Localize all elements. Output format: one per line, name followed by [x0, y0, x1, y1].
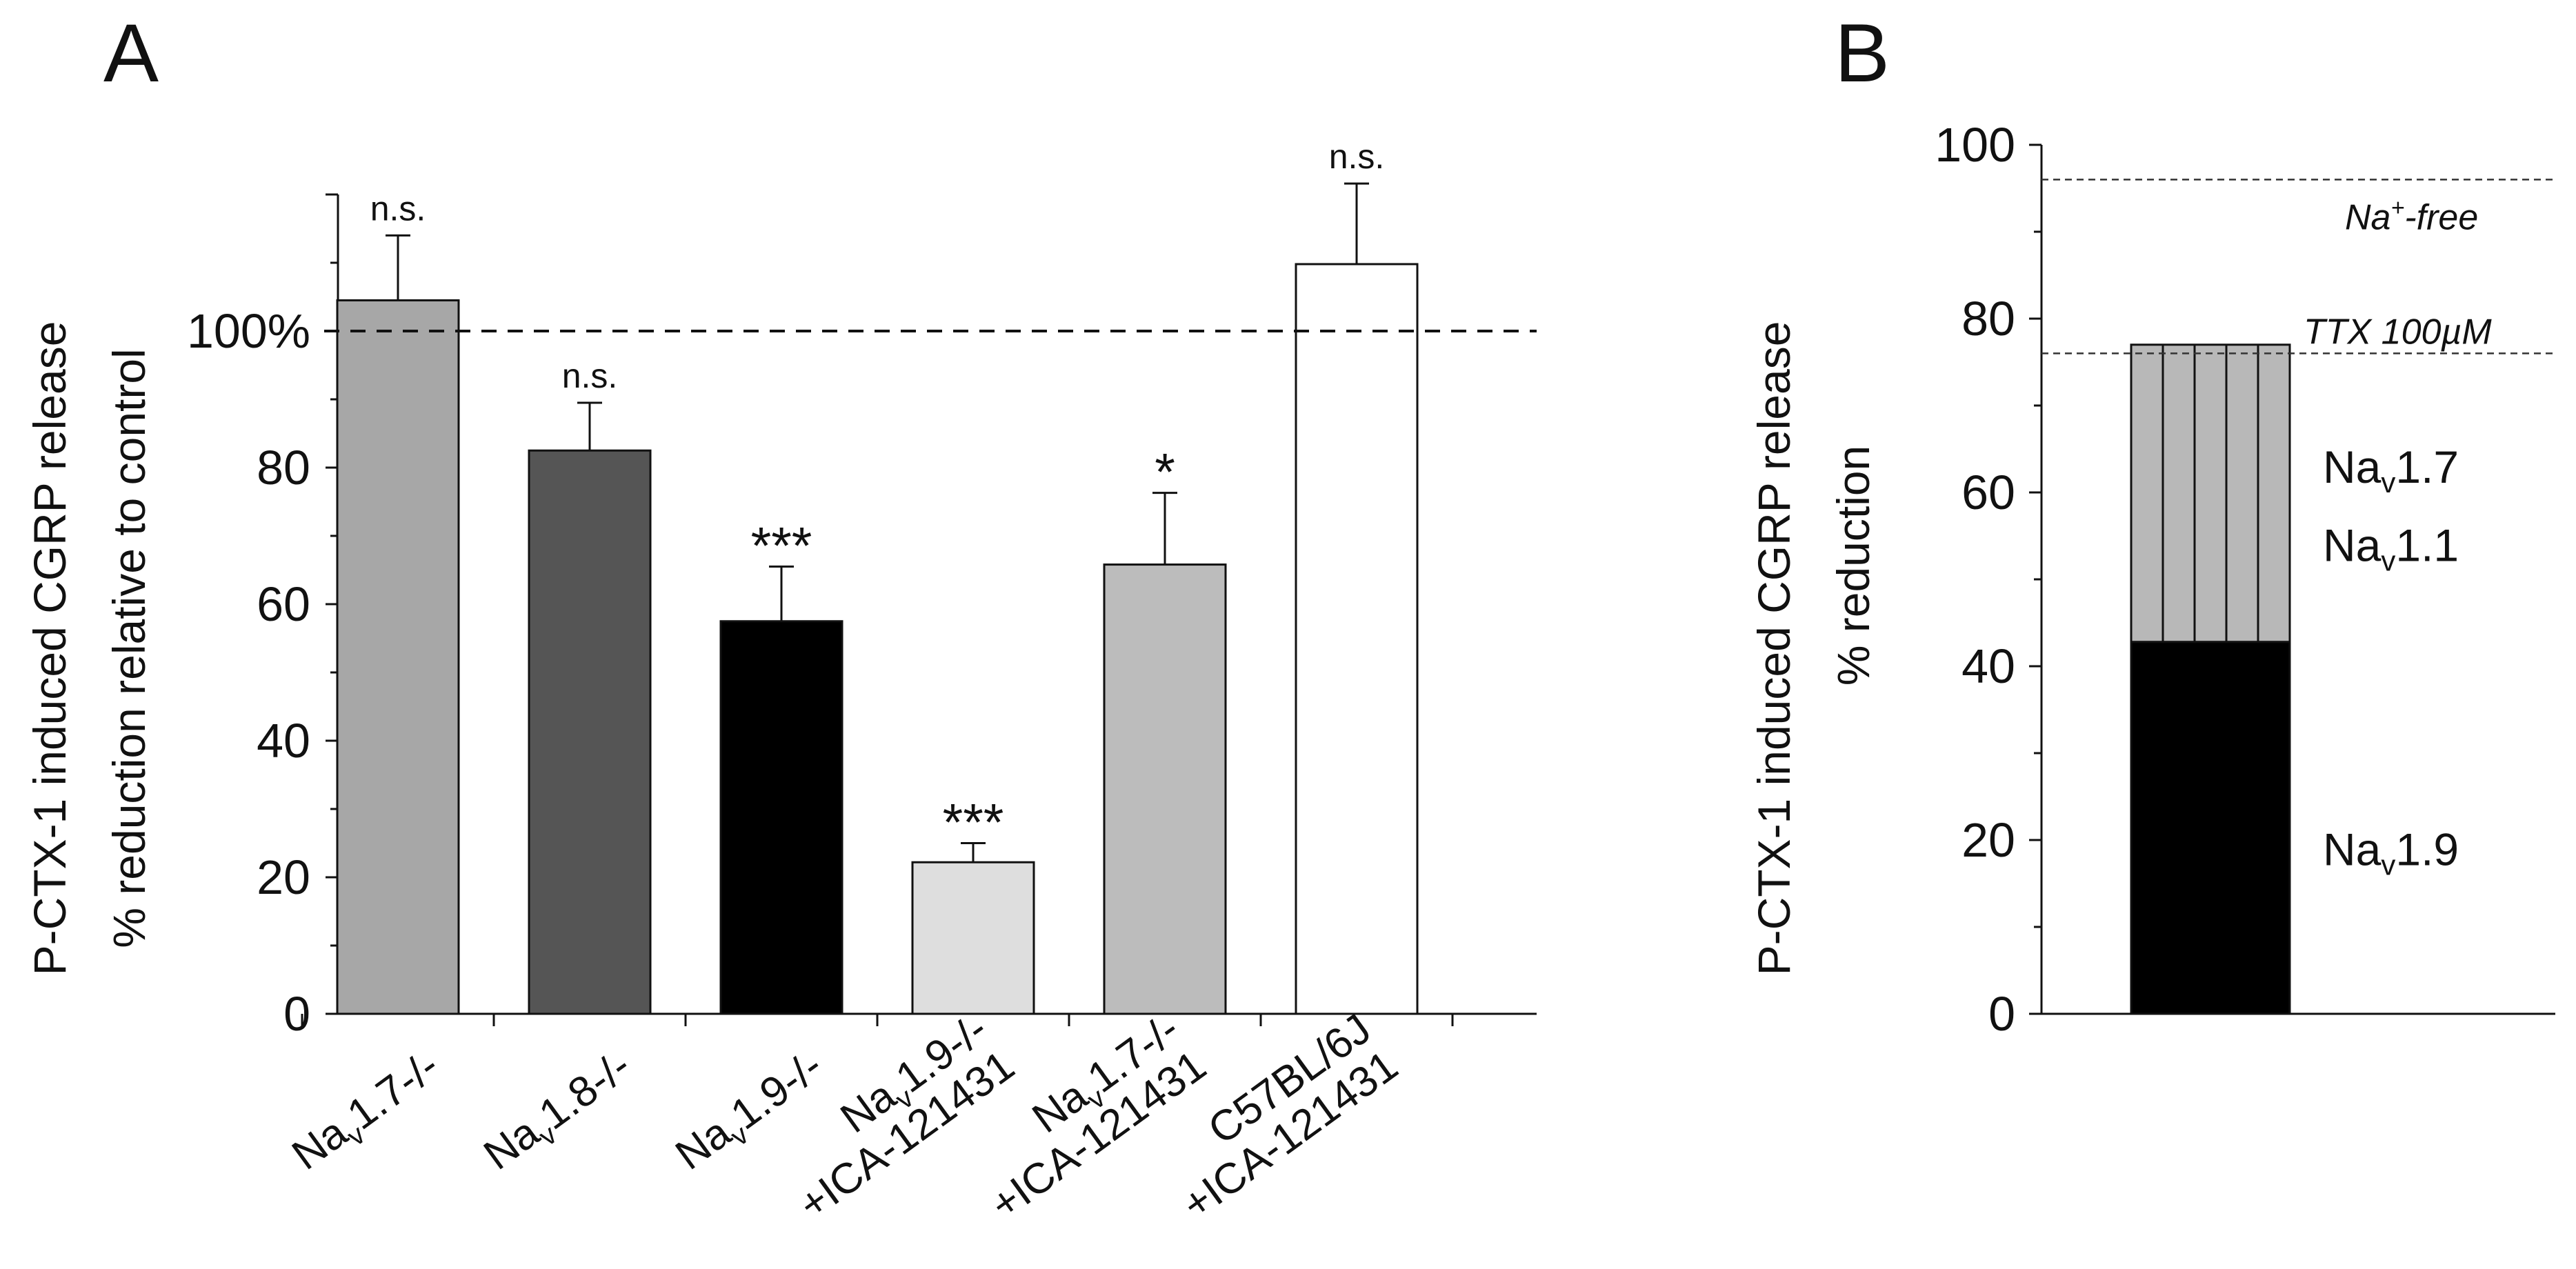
reference-label-suffix: -free: [2404, 197, 2478, 237]
significance-label: ***: [751, 517, 812, 576]
bar: [336, 299, 460, 1015]
reference-label-superscript: +: [2390, 194, 2404, 221]
category-label: Nav1.9-/-+ICA-121431: [790, 1005, 1024, 1229]
category-label: Nav1.7-/-: [283, 1042, 451, 1185]
reference-line-label: Na+-free: [2345, 194, 2478, 237]
panel-a-y-tick-label: 0: [283, 987, 310, 1041]
bar: [528, 449, 652, 1015]
category-label-line1: Nav1.7-/-: [283, 1042, 451, 1185]
panel-a-ylabel-line2: % reduction relative to control: [103, 348, 154, 948]
category-label: Nav1.8-/-: [475, 1042, 643, 1185]
panel-a-y-tick-label: 60: [257, 577, 310, 631]
significance-label: *: [1155, 443, 1175, 502]
panel-label-a: A: [103, 7, 159, 99]
segment-label-base: Na: [2323, 520, 2382, 571]
segment-label-subscript: v: [2381, 545, 2395, 577]
bar-segment-nav17-nav11: [2130, 343, 2291, 643]
panel-b-y-tick-label: 60: [1961, 466, 2015, 519]
panel-b-chart: P-CTX-1 induced CGRP release % reduction…: [1748, 118, 2555, 1041]
segment-label: Nav1.1: [2323, 520, 2459, 577]
panel-b-y-tick-label: 20: [1961, 813, 2015, 867]
significance-label: n.s.: [1329, 137, 1385, 176]
panel-b-ticks: 0 20 40 60 80 100: [1935, 118, 2041, 1041]
significance-label: ***: [943, 794, 1004, 852]
significance-label: n.s.: [370, 189, 426, 228]
category-label: Nav1.9-/-: [667, 1042, 835, 1185]
segment-label: Nav1.7: [2323, 441, 2459, 499]
bar: [1103, 563, 1227, 1015]
reference-label-text: Na: [2345, 197, 2390, 237]
category-label-base: Na: [283, 1108, 356, 1179]
category-label-base: Na: [475, 1108, 548, 1179]
panel-b-y-tick-label: 40: [1961, 639, 2015, 693]
panel-b-ylabel-line2: % reduction: [1828, 446, 1879, 686]
panel-label-b: B: [1835, 7, 1890, 99]
panel-a-y-tick-label: 20: [257, 850, 310, 904]
bar-segment-nav19: [2130, 641, 2291, 1015]
segment-label-rest: 1.7: [2395, 441, 2459, 492]
bar: [1295, 263, 1419, 1015]
panel-a-chart: P-CTX-1 induced CGRP release % reduction…: [24, 137, 1537, 1229]
panel-b-reference-lines: Na+-free TTX 100µM: [2041, 179, 2555, 354]
reference-line-label: TTX 100µM: [2304, 312, 2492, 352]
panel-b-stacked-bar: [2130, 343, 2291, 1015]
segment-label-rest: 1.9: [2395, 824, 2459, 875]
reference-label-text: TTX 100µM: [2304, 312, 2492, 352]
segment-label-subscript: v: [2381, 466, 2395, 499]
panel-a-reference-label: 100%: [187, 304, 310, 358]
segment-label-base: Na: [2323, 441, 2382, 492]
category-label-line1: Nav1.8-/-: [475, 1042, 643, 1185]
segment-label-rest: 1.1: [2395, 520, 2459, 571]
bar: [719, 620, 843, 1015]
category-label-base: Na: [667, 1108, 739, 1179]
bar: [911, 861, 1035, 1015]
significance-label: n.s.: [562, 357, 618, 395]
panel-a-bars: n.s.n.s.*******n.s.: [336, 137, 1419, 1015]
category-label-line1: Nav1.9-/-: [667, 1042, 835, 1185]
panel-b-y-tick-label: 0: [1988, 987, 2015, 1041]
panel-b-y-tick-label: 100: [1935, 118, 2015, 172]
category-label: C57BL/6J+ICA-121431: [1174, 1005, 1407, 1229]
segment-label-subscript: v: [2381, 849, 2395, 881]
panel-a-ylabel-line1: P-CTX-1 induced CGRP release: [24, 321, 75, 976]
panel-a-y-tick-label: 40: [257, 714, 310, 768]
panel-b-y-tick-label: 80: [1961, 292, 2015, 346]
category-label: Nav1.7-/-+ICA-121431: [982, 1005, 1215, 1229]
panel-b-ylabel-line1: P-CTX-1 induced CGRP release: [1748, 321, 1799, 976]
segment-label: Nav1.9: [2323, 824, 2459, 881]
segment-label-base: Na: [2323, 824, 2382, 875]
panel-a-y-tick-label: 80: [257, 441, 310, 494]
panel-a-category-labels: Nav1.7-/-Nav1.8-/-Nav1.9-/- Nav1.9-/-+ICA…: [283, 1005, 1406, 1229]
